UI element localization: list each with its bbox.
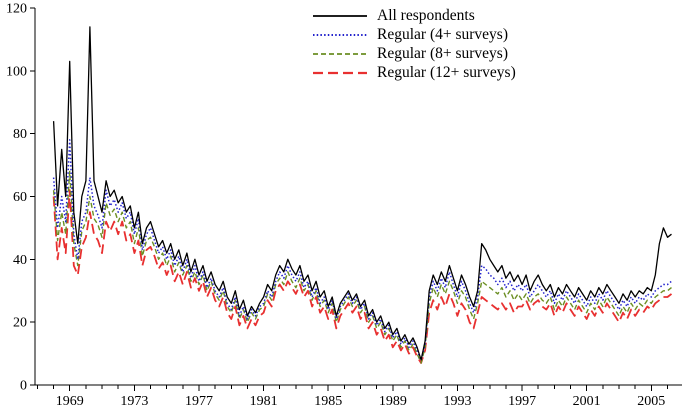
svg-text:120: 120 [6,2,27,17]
svg-text:80: 80 [13,127,27,142]
svg-text:1969: 1969 [56,394,84,409]
legend-item-regular-8: Regular (8+ surveys) [312,44,516,63]
legend-line-sample-8plus [313,52,367,55]
svg-text:60: 60 [13,190,27,205]
svg-text:40: 40 [13,253,27,268]
legend-label: All respondents [377,7,475,24]
legend-line-sample-4plus [313,33,367,36]
svg-text:1985: 1985 [314,394,342,409]
svg-text:1977: 1977 [185,394,213,409]
svg-text:1989: 1989 [379,394,407,409]
legend-item-all-respondents: All respondents [312,6,516,25]
svg-text:1973: 1973 [120,394,148,409]
svg-text:2005: 2005 [637,394,665,409]
svg-text:0: 0 [20,379,27,394]
legend-label: Regular (4+ surveys) [377,26,508,43]
chart-legend: All respondents Regular (4+ surveys) Reg… [312,6,516,82]
svg-text:20: 20 [13,316,27,331]
legend-label: Regular (8+ surveys) [377,45,508,62]
legend-line-sample-12plus [313,71,367,74]
legend-label: Regular (12+ surveys) [377,64,516,81]
svg-text:1997: 1997 [508,394,536,409]
svg-text:100: 100 [6,64,27,79]
legend-line-sample-all [313,14,367,17]
legend-item-regular-12: Regular (12+ surveys) [312,63,516,82]
legend-item-regular-4: Regular (4+ surveys) [312,25,516,44]
svg-text:1993: 1993 [443,394,471,409]
svg-text:1981: 1981 [250,394,278,409]
svg-text:2001: 2001 [573,394,601,409]
